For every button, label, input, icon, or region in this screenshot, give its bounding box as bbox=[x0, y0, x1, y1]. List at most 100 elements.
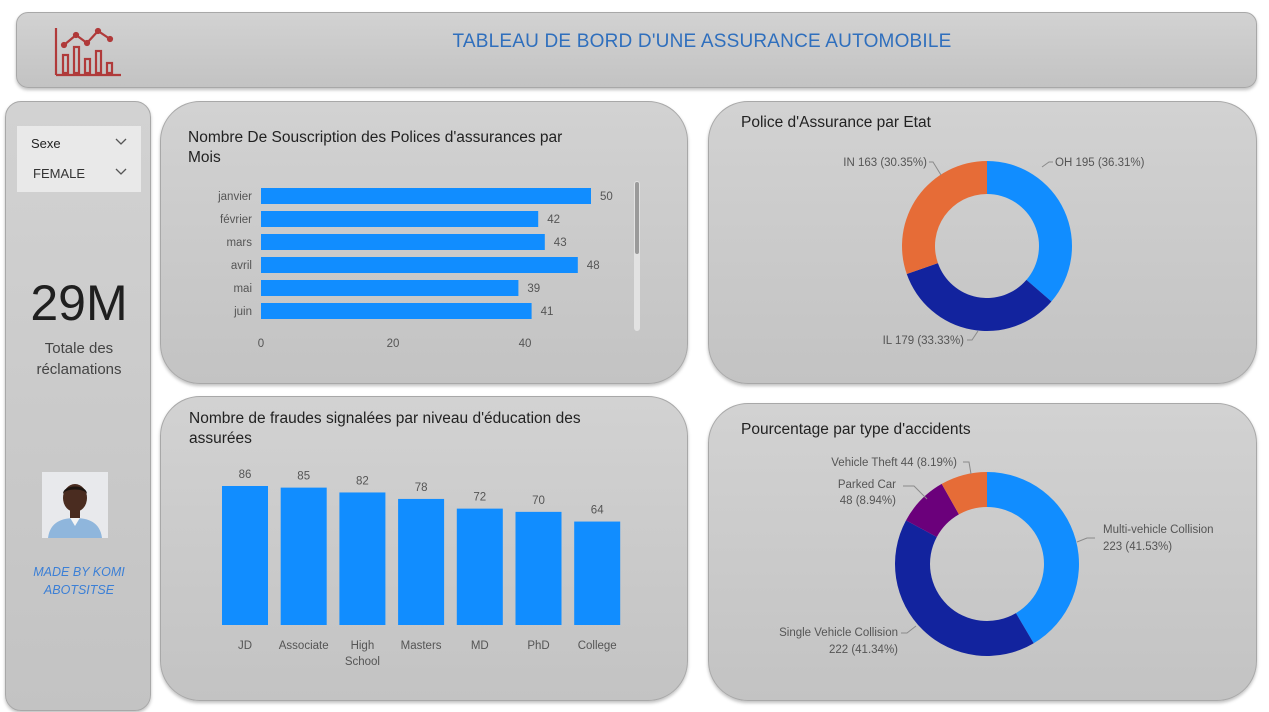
y-tick-label-avril: avril bbox=[231, 260, 252, 272]
slice-label-in: IN 163 (30.35%) bbox=[843, 157, 927, 169]
chevron-down-icon[interactable] bbox=[115, 138, 127, 146]
slice-label-single-vehicle-collision: Single Vehicle Collision bbox=[779, 627, 898, 639]
bar-mars[interactable] bbox=[261, 234, 545, 250]
leader-line-il bbox=[967, 330, 979, 341]
slicer-header[interactable]: Sexe bbox=[17, 128, 141, 158]
data-label-avril: 48 bbox=[587, 260, 600, 272]
header-banner: TABLEAU DE BORD D'UNE ASSURANCE AUTOMOBI… bbox=[16, 12, 1257, 88]
data-label-masters: 78 bbox=[415, 482, 428, 494]
monthly-chart-title-line1: Nombre De Souscription des Polices d'ass… bbox=[188, 129, 563, 146]
bar-janvier[interactable] bbox=[261, 188, 591, 204]
bar-associate[interactable] bbox=[280, 487, 327, 625]
bar-md[interactable] bbox=[456, 508, 503, 625]
slicer-dropdown[interactable]: FEMALE bbox=[17, 158, 141, 188]
avatar bbox=[42, 472, 108, 538]
data-label-janvier: 50 bbox=[600, 191, 613, 203]
slice-label-multi-vehicle-collision: Multi-vehicle Collision bbox=[1103, 524, 1214, 536]
data-label-high-school: 82 bbox=[356, 475, 369, 487]
data-label-fevrier: 42 bbox=[547, 214, 560, 226]
y-tick-label-juin: juin bbox=[233, 306, 252, 318]
leader-line-single-vehicle-collision bbox=[901, 625, 917, 634]
y-tick-label-mars: mars bbox=[226, 237, 252, 249]
monthly-chart-title-line2: Mois bbox=[188, 149, 221, 166]
data-label-jd: 86 bbox=[239, 469, 252, 481]
x-tick-label-college: College bbox=[578, 640, 617, 652]
slice-multi-vehicle-collision[interactable] bbox=[987, 472, 1079, 644]
leader-line-oh bbox=[1041, 161, 1053, 168]
author-photo bbox=[42, 472, 108, 538]
kpi-label-line2: réclamations bbox=[36, 361, 122, 378]
slice-label-oh: OH 195 (36.31%) bbox=[1055, 157, 1145, 169]
slice-value-multi-vehicle-collision: 223 (41.53%) bbox=[1103, 541, 1172, 553]
x-tick-label-md: MD bbox=[471, 640, 489, 652]
data-label-md: 72 bbox=[473, 492, 486, 504]
kpi-label-line1: Totale des bbox=[44, 340, 114, 357]
credit-line1: MADE BY KOMI bbox=[33, 565, 125, 579]
monthly-bar-chart: janvier 50 février 42 mars 43 avril 48 mai 39 juin… bbox=[217, 181, 640, 350]
data-label-mai: 39 bbox=[527, 283, 540, 295]
education-chart-title: Nombre de fraudes signalées par niveau d… bbox=[189, 409, 581, 449]
y-tick-label-janvier: janvier bbox=[217, 191, 252, 203]
kpi-total-claims-value: 29M bbox=[30, 275, 128, 331]
slice-value-parked-car: 48 (8.94%) bbox=[840, 495, 896, 507]
policy-by-state-card: Police d'Assurance par Etat OH 195 (36.3… bbox=[708, 101, 1257, 384]
education-chart-title-line2: assurées bbox=[189, 430, 252, 447]
leader-line-in bbox=[929, 161, 942, 176]
slice-label-il: IL 179 (33.33%) bbox=[883, 335, 965, 347]
bar-college[interactable] bbox=[574, 521, 621, 625]
slice-label-parked-car: Parked Car bbox=[838, 479, 896, 491]
chart-scrollbar-thumb[interactable] bbox=[635, 182, 639, 254]
bar-avril[interactable] bbox=[261, 257, 578, 273]
bar-masters[interactable] bbox=[398, 498, 445, 625]
data-label-associate: 85 bbox=[297, 471, 310, 483]
slice-il[interactable] bbox=[906, 263, 1052, 331]
monthly-chart-title: Nombre De Souscription des Polices d'ass… bbox=[188, 128, 562, 168]
slice-value-single-vehicle-collision: 222 (41.34%) bbox=[829, 644, 898, 656]
bar-mai[interactable] bbox=[261, 280, 519, 296]
x-tick-label-high-school: High bbox=[351, 640, 375, 652]
slicer-field-label: Sexe bbox=[31, 136, 61, 151]
accident-type-card: Pourcentage par type d'accidents Multi-v… bbox=[708, 403, 1257, 701]
kpi-total-claims-label: Totale des réclamations bbox=[6, 338, 152, 380]
state-donut-chart: OH 195 (36.31%) IN 163 (30.35%) IL 179 (33… bbox=[843, 157, 1145, 347]
data-label-college: 64 bbox=[591, 505, 604, 517]
education-bar-chart: 86 JD 85 Associate 82 High School 78 Masters 72 MD… bbox=[222, 469, 621, 668]
author-credit: MADE BY KOMI ABOTSITSE bbox=[6, 563, 152, 599]
dashboard-title: TABLEAU DE BORD D'UNE ASSURANCE AUTOMOBI… bbox=[452, 31, 952, 52]
slice-single-vehicle-collision[interactable] bbox=[895, 520, 1034, 656]
chevron-down-icon[interactable] bbox=[115, 168, 127, 176]
leader-line-parked-car bbox=[903, 485, 928, 500]
state-chart-title: Police d'Assurance par Etat bbox=[741, 114, 931, 131]
slice-in[interactable] bbox=[902, 161, 987, 275]
slice-label-vehicle-theft: Vehicle Theft 44 (8.19%) bbox=[831, 457, 957, 469]
bar-phd[interactable] bbox=[515, 511, 562, 625]
sidebar-panel: Sexe FEMALE 29M Totale des réclamations … bbox=[5, 101, 151, 711]
x-tick-label-20: 20 bbox=[387, 338, 400, 350]
bar-fevrier[interactable] bbox=[261, 211, 539, 227]
bar-jd[interactable] bbox=[222, 486, 268, 625]
x-tick-label-high-school-line2: School bbox=[345, 656, 380, 668]
credit-line2: ABOTSITSE bbox=[43, 583, 115, 597]
accident-chart-title: Pourcentage par type d'accidents bbox=[741, 421, 971, 438]
sexe-slicer[interactable]: Sexe FEMALE bbox=[17, 126, 141, 192]
leader-line-vehicle-theft bbox=[963, 461, 972, 475]
data-label-phd: 70 bbox=[532, 495, 545, 507]
accident-donut-chart: Multi-vehicle Collision 223 (41.53%) Singl… bbox=[779, 457, 1214, 656]
leader-line-multi-vehicle-collision bbox=[1076, 537, 1095, 543]
x-tick-label-associate: Associate bbox=[279, 640, 329, 652]
bar-juin[interactable] bbox=[261, 303, 532, 319]
slice-parked-car[interactable] bbox=[906, 483, 959, 537]
slicer-selected-value: FEMALE bbox=[33, 166, 86, 181]
data-label-mars: 43 bbox=[554, 237, 567, 249]
education-chart-title-line1: Nombre de fraudes signalées par niveau d… bbox=[189, 410, 581, 427]
data-label-juin: 41 bbox=[541, 306, 554, 318]
slice-vehicle-theft[interactable] bbox=[941, 472, 987, 515]
y-tick-label-mai: mai bbox=[233, 283, 252, 295]
slice-oh[interactable] bbox=[987, 161, 1072, 302]
x-tick-label-0: 0 bbox=[258, 338, 264, 350]
x-tick-label-jd: JD bbox=[238, 640, 252, 652]
monthly-subscriptions-card: Nombre De Souscription des Polices d'ass… bbox=[160, 101, 688, 384]
bar-high-school[interactable] bbox=[339, 492, 386, 625]
x-tick-label-phd: PhD bbox=[527, 640, 549, 652]
fraud-by-education-card: Nombre de fraudes signalées par niveau d… bbox=[160, 396, 688, 701]
